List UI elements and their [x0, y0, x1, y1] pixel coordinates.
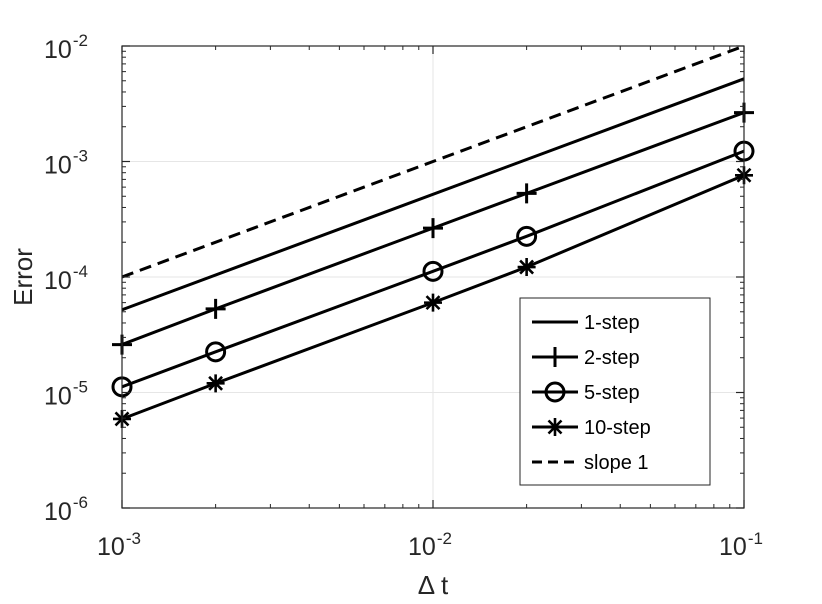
- legend-item-1-step: 1-step: [532, 312, 640, 334]
- x-tick-label: 10-2: [408, 529, 452, 561]
- legend-label-5-step: 5-step: [584, 382, 640, 404]
- data-point-2-step: [205, 298, 226, 319]
- x-tick-label: 10-1: [719, 529, 763, 561]
- data-point-2-step: [516, 183, 537, 204]
- legend-label-slope-1: slope 1: [584, 452, 649, 474]
- data-point-10-step: [517, 258, 536, 277]
- legend-item-5-step: 5-step: [532, 381, 640, 404]
- legend-label-1-step: 1-step: [584, 312, 640, 334]
- ticks: 10-3 10-2 10-1 10-6 10-5 10-4 10-3 10-2: [44, 31, 763, 561]
- series-slope-1: [121, 44, 745, 279]
- legend-marker-5-step: [544, 381, 566, 403]
- y-tick-label: 10-5: [44, 378, 88, 411]
- legend-item-10-step: 10-step: [532, 417, 651, 439]
- y-tick-label: 10-4: [44, 262, 88, 295]
- y-axis-label: Error: [8, 248, 38, 306]
- y-tick-label: 10-2: [44, 31, 88, 64]
- data-point-10-step: [424, 293, 442, 312]
- data-point-5-step: [205, 341, 227, 363]
- legend-marker-10-step: [546, 418, 564, 436]
- series-line-slope-1: [121, 44, 745, 279]
- x-axis-label: Δ t: [418, 570, 449, 600]
- y-tick-label: 10-3: [44, 147, 88, 180]
- legend-marker-2-step: [545, 347, 565, 367]
- legend: 1-step 2-step 5-step 10-step slope 1: [519, 297, 711, 486]
- series-line-5-step: [121, 149, 745, 389]
- data-point-5-step: [516, 225, 538, 247]
- data-point-2-step: [423, 218, 443, 239]
- data-point-5-step: [422, 260, 444, 282]
- series-1-step: [121, 77, 745, 312]
- legend-label-2-step: 2-step: [584, 347, 640, 369]
- series-line-1-step: [121, 77, 745, 312]
- data-point-10-step: [206, 374, 225, 393]
- legend-item-slope-1: slope 1: [532, 452, 649, 474]
- legend-label-10-step: 10-step: [584, 417, 651, 439]
- x-tick-label: 10-3: [97, 529, 141, 561]
- legend-item-2-step: 2-step: [532, 347, 640, 369]
- y-tick-label: 10-6: [44, 493, 88, 526]
